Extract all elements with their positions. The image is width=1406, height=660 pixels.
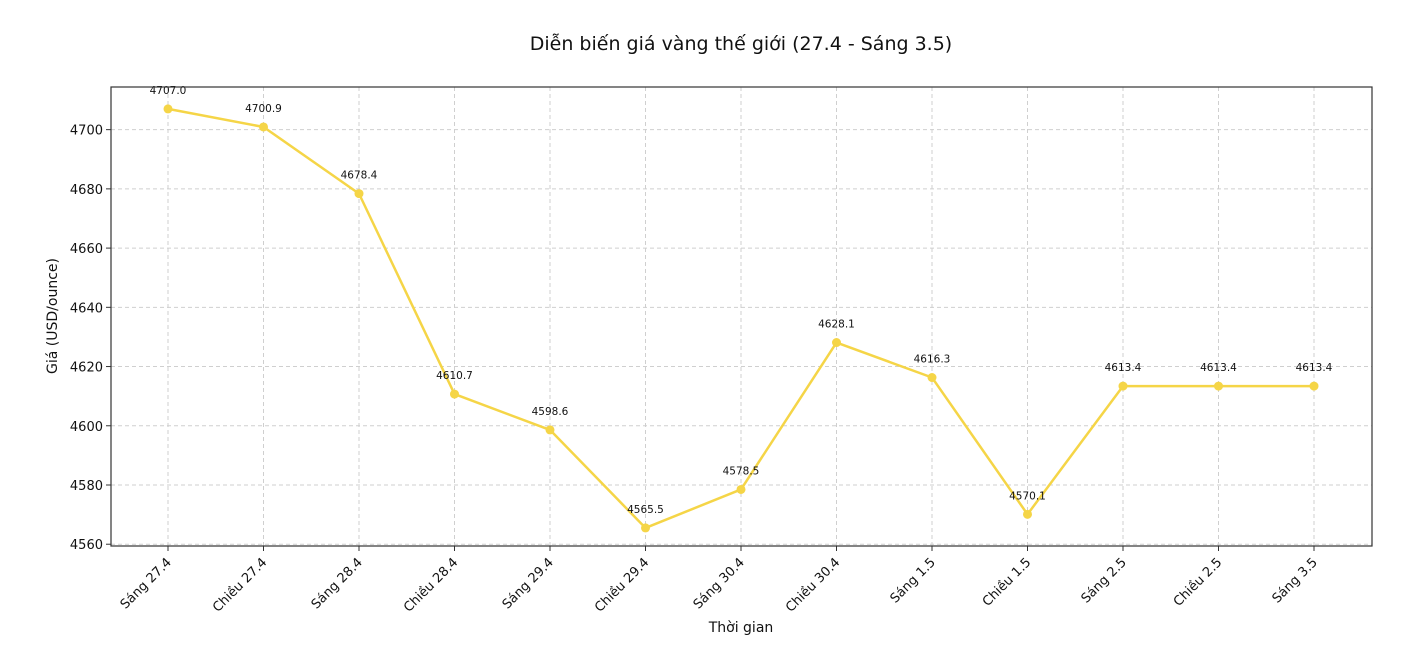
x-tick-label: Sáng 2.5 xyxy=(1079,555,1130,606)
y-tick-label: 4660 xyxy=(70,242,103,257)
data-point xyxy=(1214,381,1223,391)
x-tick-label: Sáng 30.4 xyxy=(691,555,748,612)
x-tick-label: Chiều 2.5 xyxy=(1171,555,1225,609)
data-point xyxy=(1023,509,1032,519)
y-tick-label: 4680 xyxy=(70,183,103,198)
data-label: 4678.4 xyxy=(341,170,378,182)
data-label: 4610.7 xyxy=(436,370,473,382)
grid xyxy=(111,87,1372,546)
data-label: 4565.5 xyxy=(627,504,664,516)
x-tick-label: Sáng 27.4 xyxy=(118,555,175,612)
x-tick-label: Sáng 1.5 xyxy=(888,555,939,606)
y-tick-label: 4620 xyxy=(70,361,103,376)
data-point xyxy=(641,523,650,533)
x-tick-label: Sáng 29.4 xyxy=(500,555,557,612)
y-tick-label: 4600 xyxy=(70,420,103,435)
data-label: 4578.5 xyxy=(723,465,760,477)
chart-title: Diễn biến giá vàng thế giới (27.4 - Sáng… xyxy=(530,32,952,55)
data-label: 4613.4 xyxy=(1105,362,1142,374)
plot-frame xyxy=(110,86,1373,547)
data-point xyxy=(832,338,841,348)
x-tick-label: Chiều 28.4 xyxy=(401,555,461,615)
y-tick-label: 4560 xyxy=(70,538,103,553)
data-label: 4570.1 xyxy=(1009,490,1046,502)
x-axis-ticks: Sáng 27.4 Chiều 27.4 Sáng 28.4 Chiều 28.4 Sá… xyxy=(118,546,1321,616)
data-point xyxy=(163,104,173,114)
x-tick-label: Chiều 30.4 xyxy=(783,555,843,615)
series-layer xyxy=(163,104,1319,533)
y-axis-label: Giá (USD/ounce) xyxy=(45,258,61,374)
y-tick-label: 4700 xyxy=(70,124,103,139)
data-label: 4613.4 xyxy=(1200,362,1237,374)
data-labels: 4707.0 4700.9 4678.4 4610.7 4598.6 4565.5 4578… xyxy=(150,85,1333,516)
y-tick-label: 4580 xyxy=(70,479,103,494)
x-tick-label: Sáng 28.4 xyxy=(309,555,366,612)
x-tick-label: Chiều 29.4 xyxy=(592,555,652,615)
data-point xyxy=(927,373,937,383)
data-label: 4613.4 xyxy=(1296,362,1333,374)
data-label: 4616.3 xyxy=(914,354,951,366)
data-point xyxy=(259,122,268,132)
x-tick-label: Sáng 3.5 xyxy=(1270,555,1321,606)
y-tick-label: 4640 xyxy=(70,301,103,316)
data-label: 4628.1 xyxy=(818,319,855,331)
x-axis-label: Thời gian xyxy=(708,620,774,636)
x-tick-label: Chiều 1.5 xyxy=(980,555,1034,609)
data-point xyxy=(354,189,364,199)
data-point xyxy=(736,484,746,494)
data-label: 4598.6 xyxy=(532,406,569,418)
data-point xyxy=(545,425,555,435)
data-point xyxy=(1309,381,1319,391)
x-tick-label: Chiều 27.4 xyxy=(210,555,270,615)
data-point xyxy=(1118,381,1128,391)
data-label: 4700.9 xyxy=(245,103,282,115)
data-point xyxy=(450,389,459,399)
y-axis-ticks: 4560 4580 4600 4620 4640 4660 4680 4700 xyxy=(70,124,111,553)
data-label: 4707.0 xyxy=(150,85,187,97)
